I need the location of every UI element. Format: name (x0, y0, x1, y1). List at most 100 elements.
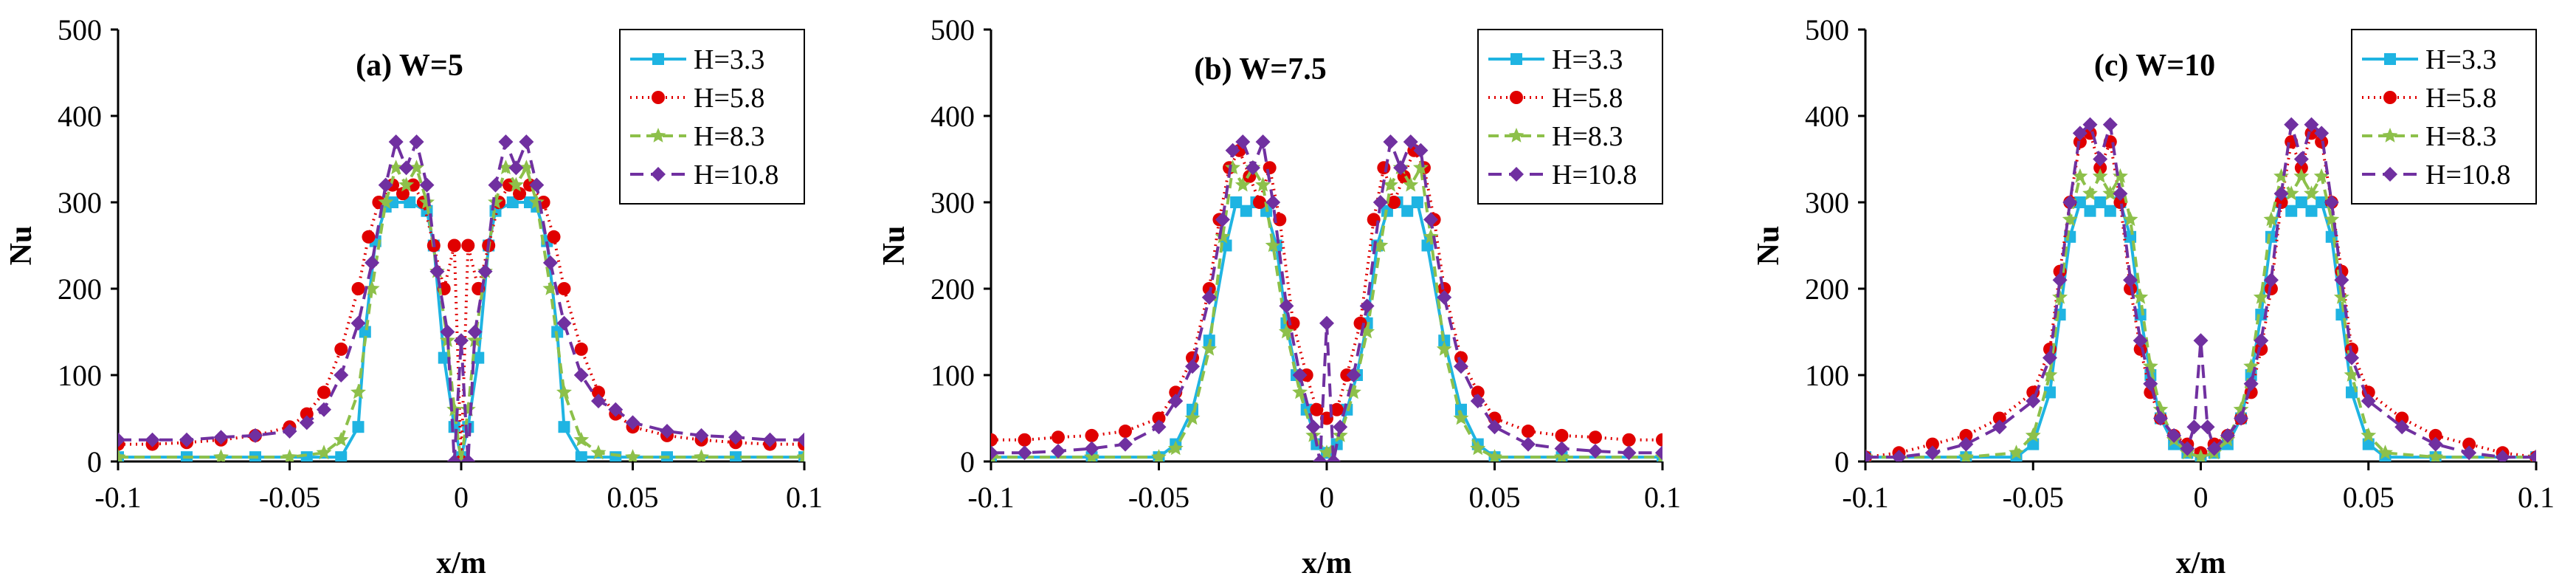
panel-title: (a) W=5 (356, 49, 463, 83)
data-point-square (1401, 205, 1414, 217)
y-tick-label: 100 (58, 359, 102, 392)
data-point-circle (592, 385, 605, 399)
data-point-diamond (365, 255, 380, 270)
data-point-diamond (2243, 376, 2259, 391)
series-line (118, 166, 804, 461)
data-point-star (1470, 440, 1486, 456)
data-point-diamond (1372, 195, 1388, 210)
data-point-diamond (2052, 272, 2068, 288)
data-point-diamond (299, 415, 314, 430)
x-axis-label: x/m (1302, 546, 1352, 580)
data-point-star (1255, 176, 1271, 192)
data-point-diamond (762, 432, 778, 447)
data-point-circle (1085, 428, 1099, 442)
data-point-circle (1263, 161, 1277, 175)
data-point-circle (1454, 351, 1468, 365)
data-point-diamond (317, 402, 331, 417)
data-point-diamond (542, 255, 558, 270)
data-point-diamond (1292, 368, 1308, 382)
data-point-circle (2383, 91, 2397, 104)
data-point-circle (1018, 433, 1032, 447)
data-point-diamond (2462, 445, 2477, 461)
data-point-star (282, 449, 297, 461)
data-point-diamond (2324, 195, 2339, 210)
y-tick-label: 0 (960, 445, 975, 478)
data-point-circle (396, 187, 410, 201)
data-point-square (506, 196, 519, 208)
series-line (118, 140, 804, 461)
data-point-star (2293, 168, 2310, 183)
data-point-diamond (1521, 436, 1536, 452)
data-point-diamond (1215, 212, 1230, 227)
data-point-star (1184, 410, 1201, 425)
series-H=8.3 (1865, 168, 2536, 461)
data-point-diamond (1621, 445, 1637, 461)
data-point-circle (1992, 411, 2006, 425)
data-point-diamond (2293, 151, 2309, 167)
data-point-diamond (1151, 419, 1167, 435)
data-point-diamond (1891, 450, 1907, 461)
data-point-star (2193, 449, 2209, 461)
data-point-star (2428, 449, 2444, 461)
data-point-star (2102, 185, 2119, 201)
data-point-diamond (2123, 272, 2138, 288)
data-point-diamond (2042, 350, 2057, 365)
data-point-star (388, 159, 404, 175)
data-point-diamond (440, 324, 455, 340)
data-point-star (2133, 289, 2149, 304)
series-H=10.8 (991, 134, 1662, 461)
data-point-star (2361, 427, 2377, 442)
data-point-diamond (1245, 160, 1260, 176)
data-point-circle (1622, 433, 1636, 447)
data-point-square (2073, 196, 2086, 208)
data-point-diamond (2344, 350, 2360, 365)
y-tick-label: 200 (58, 272, 102, 306)
data-point-star (518, 159, 534, 175)
data-point-diamond (2186, 419, 2202, 435)
data-point-diamond (728, 430, 743, 445)
data-point-diamond (2102, 117, 2118, 132)
data-point-diamond (797, 432, 804, 447)
data-point-diamond (467, 324, 483, 340)
data-point-circle (351, 282, 365, 295)
series-H=5.8 (991, 143, 1662, 447)
series-line (1865, 174, 2536, 459)
data-point-star (1403, 176, 1419, 192)
data-point-star (498, 159, 514, 175)
x-tick-label: 0.05 (607, 481, 659, 514)
data-point-diamond (2220, 428, 2235, 443)
data-point-diamond (991, 445, 998, 461)
data-point-diamond (2143, 376, 2158, 391)
data-point-circle (1202, 282, 1216, 295)
y-tick-label: 0 (87, 445, 102, 478)
data-point-diamond (1319, 315, 1334, 331)
data-point-diamond (660, 424, 674, 439)
data-point-star (542, 281, 559, 295)
data-point-diamond (625, 415, 640, 430)
data-point-diamond (556, 315, 572, 331)
data-point-diamond (1118, 436, 1133, 452)
data-point-diamond (1235, 134, 1251, 150)
data-point-star (1319, 444, 1335, 460)
data-point-diamond (2200, 419, 2215, 435)
x-tick-label: 0 (454, 481, 469, 514)
data-point-star (1265, 237, 1281, 253)
data-point-diamond (2062, 195, 2078, 210)
data-point-square (1240, 205, 1252, 217)
data-point-circle (1510, 91, 1523, 104)
y-tick-label: 200 (930, 272, 975, 306)
data-point-star (796, 449, 804, 461)
data-point-diamond (2072, 126, 2088, 141)
data-point-circle (461, 238, 475, 253)
data-point-diamond (1865, 450, 1873, 461)
data-point-diamond (334, 368, 349, 382)
data-point-circle (1253, 196, 1266, 209)
data-point-circle (1119, 425, 1132, 439)
plot-area (1865, 117, 2536, 461)
data-point-star (2313, 168, 2330, 183)
x-axis-label: x/m (2176, 546, 2226, 580)
data-point-star (409, 159, 424, 175)
data-point-circle (2462, 437, 2476, 451)
x-tick-label: -0.05 (259, 481, 320, 514)
